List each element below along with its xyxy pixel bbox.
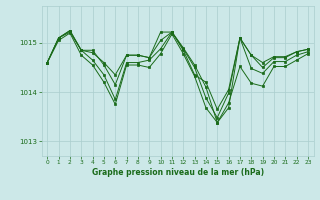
X-axis label: Graphe pression niveau de la mer (hPa): Graphe pression niveau de la mer (hPa) bbox=[92, 168, 264, 177]
